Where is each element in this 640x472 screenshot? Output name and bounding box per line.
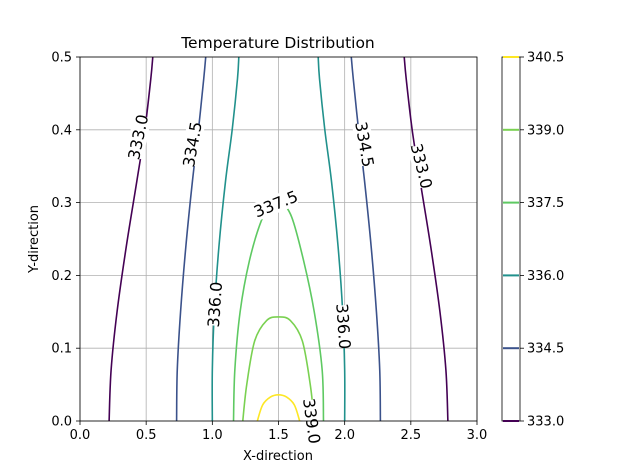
contour-label: 334.5 [351,120,378,168]
y-tick-label: 0.1 [51,342,72,357]
colorbar-ticks: 333.0 334.5 336.0 337.5 339.0 340.5 [503,51,564,430]
contour-line-334.5 [350,57,382,421]
colorbar-tick-label: 339.0 [527,123,564,138]
contour-label-gap [332,304,354,348]
contour-label-gap [253,187,299,221]
contour-line-334.5 [175,57,207,421]
colorbar-tick-label: 340.5 [527,51,564,66]
x-axis-ticks: 0.0 0.5 1.0 1.5 2.0 2.5 3.0 [70,421,488,443]
x-tick-label: 1.0 [202,428,223,443]
y-axis-ticks: 0.0 0.1 0.2 0.3 0.4 0.5 [51,51,80,430]
grid [79,56,478,422]
contour-label: 337.5 [251,187,301,222]
contour-label: 336.0 [204,281,226,328]
contour-line-339.0 [241,316,316,421]
colorbar-tick-label: 333.0 [527,415,564,430]
contour-lines [108,57,449,421]
contour-line-340.5 [256,393,301,421]
contour-line-333.0 [108,57,154,421]
x-axis-label: X-direction [243,449,313,464]
y-tick-label: 0.2 [51,269,72,284]
contour-label: 333.0 [124,113,152,162]
colorbar-tick-label: 337.5 [527,196,564,211]
y-axis-label: Y-direction [27,205,42,274]
y-tick-label: 0.5 [51,51,72,66]
colorbar-frame [501,56,521,422]
contour-label-gap [179,122,205,167]
colorbar: 333.0 334.5 336.0 337.5 339.0 340.5 [501,51,564,430]
contour-label: 334.5 [179,120,206,168]
contour-label-gap [352,122,378,167]
x-tick-label: 0.0 [70,428,91,443]
x-tick-label: 1.5 [268,428,289,443]
x-tick-label: 2.0 [334,428,355,443]
chart-title: Temperature Distribution [180,34,375,52]
y-tick-label: 0.4 [51,123,72,138]
contour-label: 336.0 [332,303,354,350]
contour-label-gap [407,143,436,189]
x-tick-label: 0.5 [136,428,157,443]
colorbar-tick-label: 336.0 [527,269,564,284]
y-tick-label: 0.0 [51,415,72,430]
x-tick-label: 2.5 [400,428,421,443]
contour-label-gap [204,282,226,327]
contour-line-333.0 [403,57,449,421]
contour-label-gap [125,114,152,160]
contour-line-336.0 [211,57,240,421]
contour-line-336.0 [317,57,346,421]
x-tick-label: 3.0 [467,428,488,443]
colorbar-tick-label: 334.5 [527,342,564,357]
y-tick-label: 0.3 [51,196,72,211]
